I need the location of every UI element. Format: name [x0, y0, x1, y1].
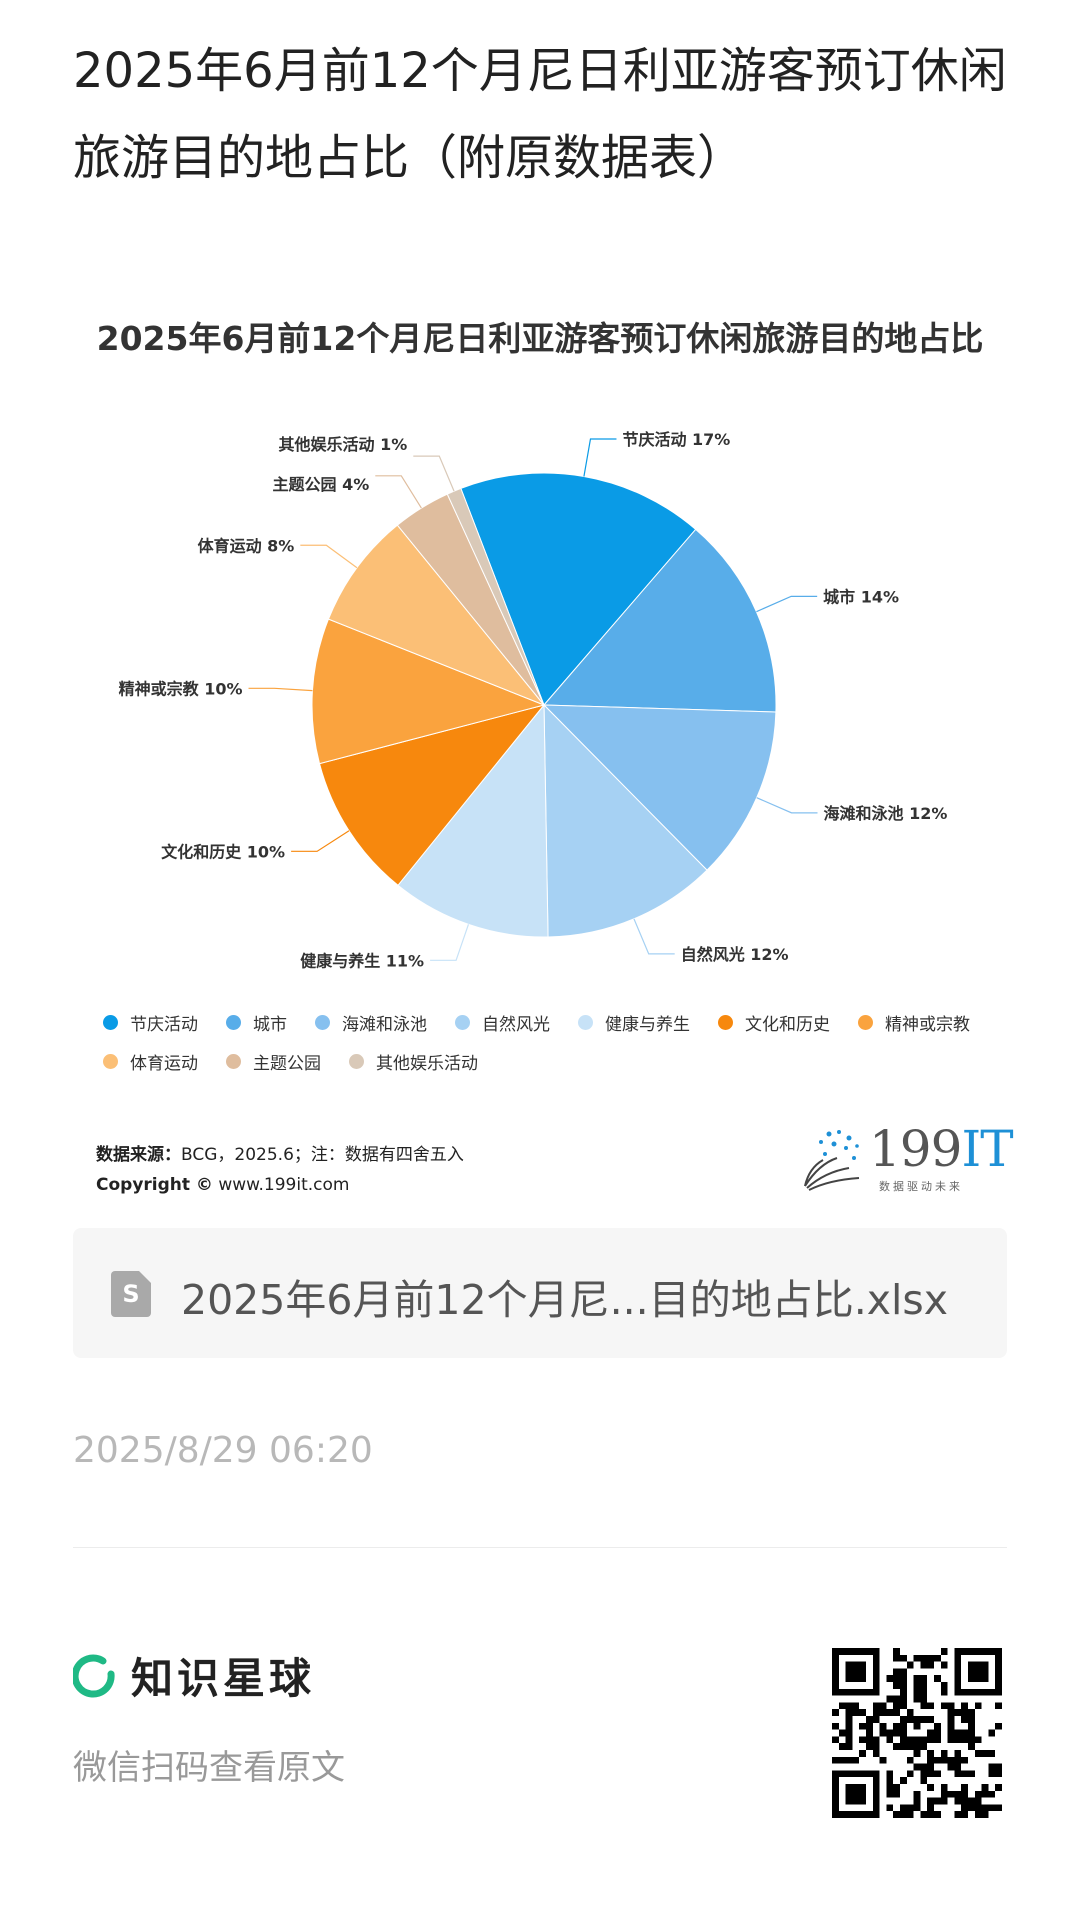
pie-slice: [311, 618, 546, 765]
planet-ring-icon: [73, 1654, 115, 1698]
copyright-label: Copyright ©: [96, 1175, 213, 1195]
slice-label: 文化和历史 10%: [161, 842, 285, 861]
leader-line: [756, 595, 818, 613]
dandelion-icon: [804, 1130, 860, 1191]
legend-label: 体育运动: [130, 1054, 198, 1074]
legend-label: 健康与养生: [605, 1015, 690, 1035]
spreadsheet-icon: S: [111, 1271, 151, 1317]
legend-label: 城市: [253, 1015, 287, 1035]
chart-title: 2025年6月前12个月尼日利亚游客预订休闲旅游目的地占比: [96, 319, 984, 358]
qr-code[interactable]: [832, 1648, 1002, 1818]
pie-slice: [446, 487, 545, 706]
page-title: 2025年6月前12个月尼日利亚游客预订休闲旅游目的地占比（附原数据表）: [73, 43, 1007, 186]
leader-line: [300, 544, 358, 569]
slice-label: 健康与养生 11%: [300, 951, 424, 970]
legend-label: 文化和历史: [745, 1015, 830, 1035]
199it-logo: 199IT 数据驱动未来: [799, 1120, 1014, 1200]
legend-item: 海滩和泳池: [315, 1010, 427, 1035]
pie-chart: 节庆活动 17% 城市 14% 海滩和泳池 12% 自然风光 12% 健康与养生 11%…: [119, 430, 948, 970]
legend-item: 节庆活动: [103, 1010, 198, 1035]
leader-line: [375, 475, 422, 509]
legend-label: 自然风光: [482, 1015, 550, 1035]
legend-swatch: [315, 1015, 330, 1030]
legend-swatch: [455, 1015, 470, 1030]
legend-item: 健康与养生: [578, 1010, 690, 1035]
brand-name: 知识星球: [131, 1654, 316, 1703]
legend-item: 主题公园: [226, 1049, 321, 1074]
legend-label: 精神或宗教: [885, 1015, 970, 1035]
leader-line: [413, 455, 455, 492]
slice-label: 体育运动 8%: [198, 536, 295, 555]
pie-slice: [397, 703, 549, 938]
divider: [73, 1547, 1007, 1548]
logo-text: 199IT: [869, 1120, 1014, 1178]
source-note: 数据来源：BCG，2025.6；注：数据有四舍五入 Copyright © ww…: [96, 1140, 464, 1200]
legend-item: 文化和历史: [718, 1010, 830, 1035]
brand-logo: 知识星球: [73, 1645, 315, 1706]
pie-slice: [318, 704, 546, 887]
source-text: BCG，2025.6；注：数据有四舍五入: [181, 1145, 464, 1165]
leader-line: [291, 830, 350, 852]
slice-label: 主题公园 4%: [273, 475, 370, 494]
legend-swatch: [103, 1054, 118, 1069]
legend-item: 体育运动: [103, 1049, 198, 1074]
copyright-url: www.199it.com: [218, 1175, 350, 1195]
leader-line: [633, 918, 675, 955]
legend-item: 自然风光: [455, 1010, 550, 1035]
legend-swatch: [226, 1054, 241, 1069]
slice-label: 其他娱乐活动 1%: [279, 435, 408, 454]
legend-item: 其他娱乐活动: [349, 1049, 478, 1074]
legend-label: 其他娱乐活动: [376, 1054, 478, 1074]
leader-line: [430, 924, 470, 961]
legend-item: 精神或宗教: [858, 1010, 970, 1035]
legend-label: 节庆活动: [130, 1015, 198, 1035]
pie-slice: [542, 528, 777, 713]
leader-line: [583, 438, 617, 477]
slice-label: 海滩和泳池 12%: [824, 804, 948, 823]
attachment-card[interactable]: S 2025年6月前12个月尼...目的地占比.xlsx: [73, 1228, 1007, 1358]
chart-card: 节庆活动 17% 城市 14% 海滩和泳池 12% 自然风光 12% 健康与养生 11%…: [73, 280, 1014, 1210]
legend-item: 城市: [226, 1010, 287, 1035]
legend-label: 主题公园: [253, 1054, 321, 1074]
legend-swatch: [718, 1015, 733, 1030]
legend-swatch: [349, 1054, 364, 1069]
post-timestamp: 2025/8/29 06:20: [73, 1430, 373, 1471]
scan-hint: 微信扫码查看原文: [73, 1748, 345, 1788]
slice-label: 精神或宗教 10%: [119, 679, 243, 698]
logo-tagline: 数据驱动未来: [879, 1180, 963, 1193]
leader-line: [756, 797, 818, 814]
slice-label: 自然风光 12%: [681, 945, 789, 964]
leader-line: [248, 687, 313, 692]
legend-swatch: [578, 1015, 593, 1030]
legend-label: 海滩和泳池: [342, 1015, 427, 1035]
chart-legend: 节庆活动 城市 海滩和泳池 自然风光 健康与养生 文化和历史 精神或宗教体育运动 主题公园 其他…: [103, 1010, 1003, 1088]
legend-swatch: [858, 1015, 873, 1030]
attachment-filename: 2025年6月前12个月尼...目的地占比.xlsx: [181, 1276, 949, 1324]
slice-label: 节庆活动 17%: [622, 430, 730, 449]
legend-swatch: [103, 1015, 118, 1030]
slice-label: 城市 14%: [823, 587, 899, 606]
legend-swatch: [226, 1015, 241, 1030]
source-label: 数据来源：: [96, 1145, 181, 1165]
